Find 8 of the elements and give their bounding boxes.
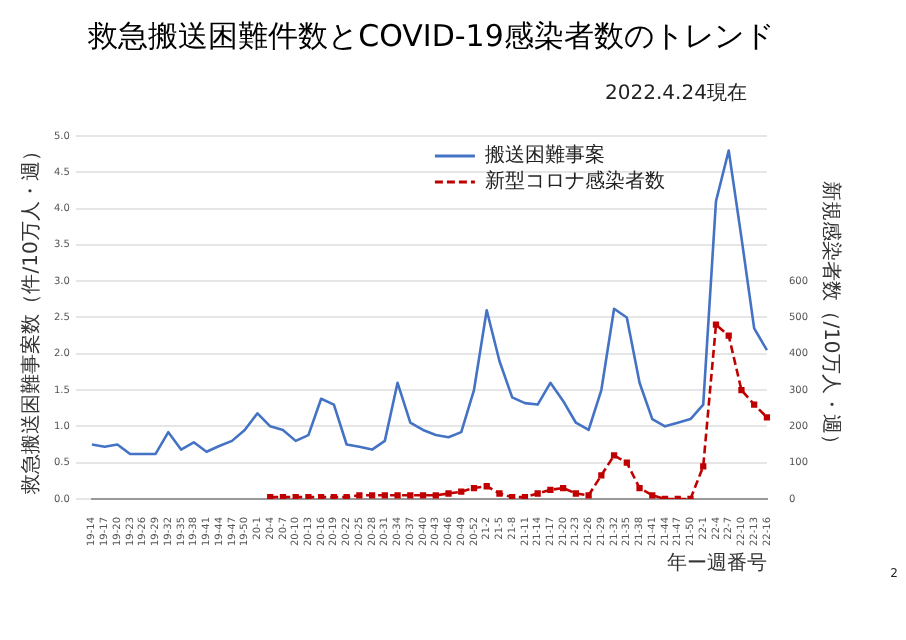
y2-axis-title: 新規感染者数（/10万人・週） [818,181,843,454]
x-axis-title: 年ー週番号 [666,551,767,576]
text: 2022.4.24現在 [605,81,747,106]
legend-label: 搬送困難事案 [484,143,605,168]
legend-label: 新型コロナ感染者数 [484,169,665,194]
chart-title: 救急搬送困難件数とCOVID-19感染者数のトレンド [86,17,774,54]
y-axis-title: 救急搬送困難事案数（件/10万人・週） [19,141,44,496]
line-series [267,321,771,499]
